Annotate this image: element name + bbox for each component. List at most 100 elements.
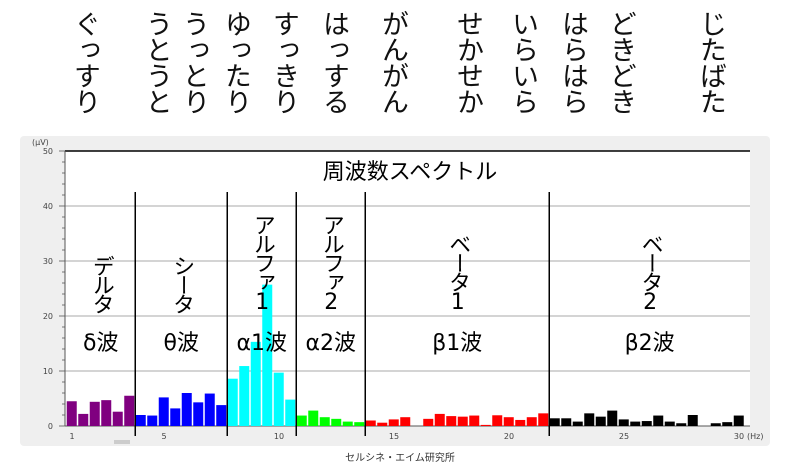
bar <box>722 422 733 426</box>
mood-word: どきどき <box>605 10 636 114</box>
bar <box>457 416 468 426</box>
band-symbol: α2波 <box>305 331 357 356</box>
mood-word: せかせか <box>452 10 483 114</box>
mood-word: はらはら <box>557 10 588 114</box>
bar <box>733 415 744 426</box>
band-symbol: α1波 <box>236 331 288 356</box>
bar <box>377 422 388 426</box>
bar <box>492 415 503 426</box>
bar <box>480 424 491 426</box>
x-tick-label: 25 <box>619 432 629 441</box>
mood-word: うっとり <box>178 10 209 114</box>
band-symbol: β1波 <box>432 331 483 356</box>
bar <box>388 419 399 426</box>
band-name: シータ <box>169 200 195 312</box>
mood-word: がんがん <box>377 10 408 114</box>
band-symbol: δ波 <box>83 331 119 356</box>
bar <box>365 420 376 426</box>
bar <box>572 421 583 426</box>
bar <box>641 421 652 426</box>
bar <box>584 413 595 426</box>
bar <box>595 416 606 426</box>
mood-word: じたばた <box>695 10 726 114</box>
bar <box>89 401 100 426</box>
bar <box>423 418 434 426</box>
y-axis-unit: (μV) <box>32 138 49 147</box>
bar <box>687 415 698 426</box>
mood-word: うとうと <box>141 10 172 114</box>
bar <box>273 372 284 426</box>
bar <box>331 418 342 426</box>
band-name: ベータ2 <box>637 200 663 312</box>
bar <box>204 393 215 426</box>
x-tick-label: 10 <box>274 432 284 441</box>
band-name-text: ベータ2 <box>637 233 663 312</box>
band-name-text: ベータ1 <box>445 233 471 312</box>
credit-text: セルシネ・エイム研究所 <box>345 453 455 464</box>
plot-area <box>65 151 750 426</box>
bar <box>101 400 112 426</box>
band-name: アルファ2 <box>318 200 344 312</box>
y-tick-label: 30 <box>43 257 53 266</box>
bar <box>549 418 560 426</box>
bar <box>227 378 238 426</box>
bar <box>400 417 411 426</box>
bar <box>503 417 514 426</box>
bar <box>181 393 192 426</box>
bar <box>515 419 526 426</box>
bar <box>618 419 629 426</box>
bar <box>319 417 330 426</box>
bar <box>147 415 158 426</box>
bar <box>285 399 296 426</box>
band-name-text: デルタ <box>88 255 114 312</box>
x-axis-unit: (Hz) <box>747 432 763 441</box>
bar <box>239 366 250 426</box>
band-name-text: シータ <box>169 255 195 312</box>
bar <box>216 405 227 426</box>
bar <box>526 417 537 426</box>
y-tick-label: 0 <box>48 422 53 431</box>
bar <box>262 284 273 426</box>
scrollbar-thumb[interactable] <box>114 440 130 444</box>
bar <box>135 415 146 426</box>
mood-word: ゆったり <box>220 10 251 114</box>
band-symbol: β2波 <box>624 331 675 356</box>
band-name: ベータ1 <box>445 200 471 312</box>
bar <box>653 415 664 426</box>
mood-word: いらいら <box>507 10 538 114</box>
bar <box>296 415 307 426</box>
bar <box>193 402 204 426</box>
band-name: アルファ1 <box>249 200 275 312</box>
bar <box>607 410 618 426</box>
bar <box>308 410 319 426</box>
mood-word: はっする <box>318 10 349 114</box>
bar <box>710 423 721 426</box>
bar <box>112 411 123 426</box>
bar <box>434 413 445 426</box>
bar <box>250 341 261 426</box>
bar <box>676 423 687 426</box>
y-tick-label: 40 <box>43 202 53 211</box>
bar <box>158 397 169 426</box>
band-name-text: アルファ1 <box>249 214 275 312</box>
bar <box>78 413 89 426</box>
band-name-text: アルファ2 <box>318 214 344 312</box>
bar <box>342 421 353 426</box>
y-tick-label: 20 <box>43 312 53 321</box>
chart-title: 周波数スペクトル <box>322 160 498 185</box>
bar <box>561 418 572 426</box>
x-tick-label: 30 <box>734 432 744 441</box>
y-tick-label: 50 <box>43 147 53 156</box>
bar <box>170 408 181 426</box>
bar <box>66 401 77 426</box>
mood-word: すっきり <box>268 10 299 114</box>
bar <box>630 421 641 426</box>
bar <box>354 422 365 426</box>
x-tick-label: 1 <box>69 432 74 441</box>
bar <box>124 395 135 426</box>
bar <box>538 413 549 426</box>
bar <box>469 415 480 426</box>
band-symbol: θ波 <box>163 331 199 356</box>
y-tick-label: 10 <box>43 367 53 376</box>
